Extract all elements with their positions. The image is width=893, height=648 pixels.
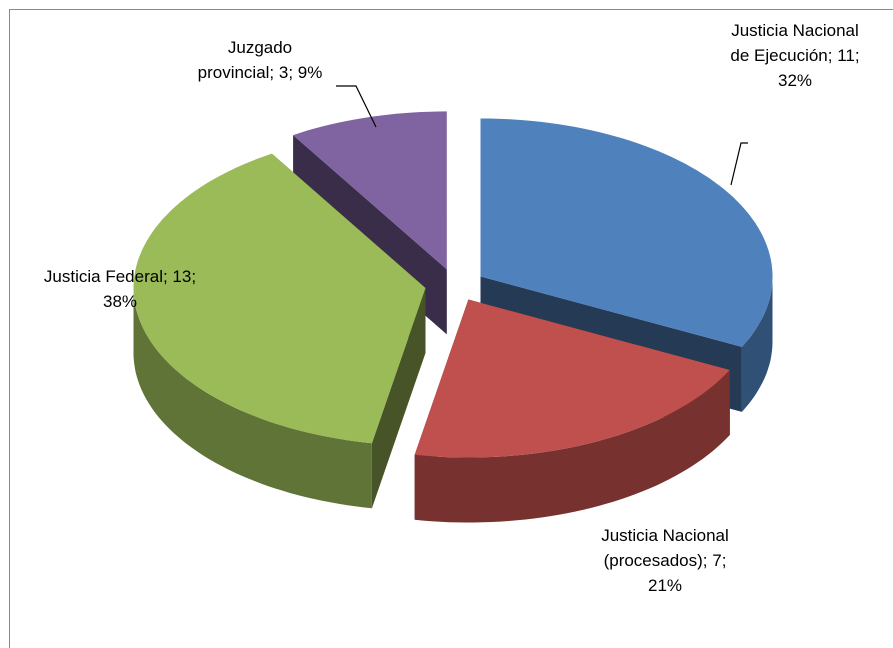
pie [133,111,773,523]
leader-line [336,85,377,128]
slice-side [741,276,773,412]
slice-side [133,288,372,509]
leader-line [730,142,748,186]
data-label: Justicia Nacional (procesados); 7; 21% [601,526,729,595]
slice-side [371,288,426,509]
slice [293,111,447,270]
slice [414,299,730,458]
slice [133,153,426,444]
slice [480,118,773,347]
data-label: Justicia Federal; 13; 38% [43,267,197,311]
chart-frame [9,9,893,648]
data-label: Justicia Nacional de Ejecución; 11; 32% [730,21,860,90]
slice-side [414,370,730,523]
data-label: Juzgado provincial; 3; 9% [197,38,323,82]
